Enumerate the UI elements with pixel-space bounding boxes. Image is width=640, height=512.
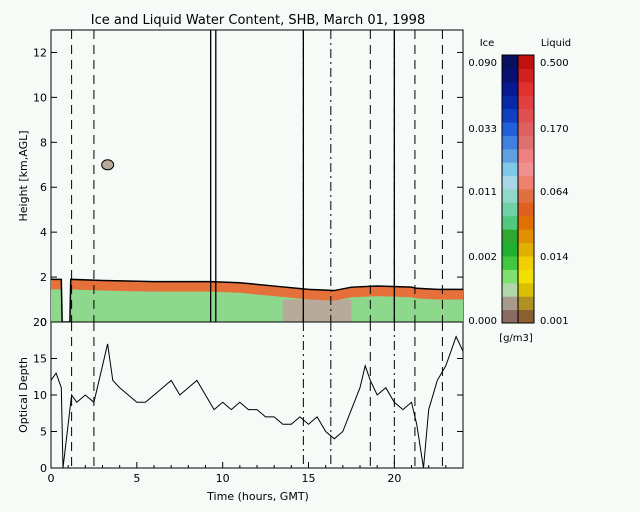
optical-depth-tick-label: 5 [40,426,47,439]
height-tick-label: 0 [40,316,47,329]
time-tick-label: 20 [387,472,401,485]
colorbar-cell [502,95,518,110]
colorbar-cell [502,108,518,123]
chart-title: Ice and Liquid Water Content, SHB, March… [91,13,425,28]
colorbar-cell [502,282,518,297]
colorbar-cell [502,202,518,217]
colorbar-tick-label: 0.000 [468,316,497,327]
colorbar-cell [518,229,534,244]
height-panel-frame [50,29,464,323]
colorbar-cell [518,256,534,270]
colorbar-cell [518,148,534,163]
ice-colorbar-ticks: 0.090 0.033 0.011 0.002 0.000 [468,58,497,327]
liquid-colorbar-ticks: 0.500 0.170 0.064 0.014 0.001 [540,58,569,327]
height-tick-label: 8 [40,136,47,149]
colorbar-tick-label: 0.011 [468,187,497,198]
time-tick-label: 0 [48,472,55,485]
time-axis-label: Time (hours, GMT) [206,490,309,503]
color-legend: Ice Liquid 0.090 0.033 0.011 0.002 0.000 0.5… [468,38,571,344]
colorbar-cell [518,215,534,230]
liquid-colorbar-frame [517,54,535,324]
colorbar-cell [502,162,518,177]
cloud-layer [51,159,463,323]
optical-depth-tick-label: 20 [33,316,47,329]
colorbar-cell [518,108,534,123]
optical-depth-series [50,335,464,469]
colorbar-cell [518,309,534,324]
colorbar-cell [502,68,518,83]
ice-colorbar [502,55,518,324]
colorbar-cell [518,55,534,69]
colorbar-cell [502,175,518,190]
colorbar-cell [518,189,534,203]
ice-patch [101,159,115,171]
colorbar-tick-label: 0.064 [540,187,569,198]
liquid-layer [51,279,463,322]
optical-depth-panel-frame [50,321,464,469]
optical-depth-tick-label: 15 [33,353,47,366]
optical-depth-axis-ticks: 0 5 10 15 20 [33,316,463,475]
height-tick-label: 6 [40,181,47,194]
colorbar-cell [502,242,518,257]
liquid-colorbar [518,55,534,324]
colorbar-tick-label: 0.170 [540,124,569,135]
colorbar-cell [518,242,534,257]
colorbar-tick-label: 0.002 [468,252,497,263]
colorbar-cell [502,81,518,96]
colorbar-cell [518,122,534,136]
time-markers-top [71,30,443,322]
low-ice-region [282,299,352,322]
colorbar-cell [518,282,534,297]
colorbar-cell [518,269,534,284]
optical-depth-axis-label: Optical Depth [17,357,30,433]
colorbar-cell [502,229,518,244]
colorbar-cell [502,189,518,203]
colorbar-cell [502,309,518,324]
colorbar-cell [518,175,534,190]
colorbar-cell [502,256,518,270]
legend-units: [g/m3] [499,333,533,344]
colorbar-cell [502,122,518,136]
colorbar-cell [518,162,534,177]
optical-depth-tick-label: 10 [33,389,47,402]
colorbar-cell [518,135,534,150]
colorbar-cell [502,296,518,311]
colorbar-tick-label: 0.001 [540,316,569,327]
height-panel: 0 2 4 6 8 10 12 Height [km,AGL] [17,29,464,329]
colorbar-cell [502,55,518,69]
colorbar-cell [518,95,534,110]
colorbar-tick-label: 0.033 [468,124,497,135]
time-markers-bottom [71,322,443,468]
colorbar-cell [518,68,534,83]
colorbar-cell [502,148,518,163]
colorbar-cell [502,269,518,284]
time-tick-label: 15 [302,472,316,485]
time-tick-label: 5 [133,472,140,485]
height-tick-label: 10 [33,91,47,104]
colorbar-cell [502,135,518,150]
time-axis-ticks: 0 5 10 15 20 [48,462,447,485]
height-tick-label: 12 [33,46,47,59]
height-axis-label: Height [km,AGL] [17,130,30,221]
height-tick-label: 4 [40,226,47,239]
colorbar-cell [518,296,534,311]
colorbar-cell [502,215,518,230]
optical-depth-panel: 0 5 10 15 20 0 5 10 15 20 Optical Depth Time (ho… [17,316,464,503]
colorbar-cell [518,202,534,217]
optical-depth-tick-label: 0 [40,462,47,475]
time-tick-label: 10 [216,472,230,485]
height-tick-label: 2 [40,271,47,284]
colorbar-tick-label: 0.014 [540,252,569,263]
legend-liquid-label: Liquid [541,38,571,49]
colorbar-cell [518,81,534,96]
colorbar-tick-label: 0.500 [540,58,569,69]
legend-ice-label: Ice [480,38,495,49]
colorbar-tick-label: 0.090 [468,58,497,69]
